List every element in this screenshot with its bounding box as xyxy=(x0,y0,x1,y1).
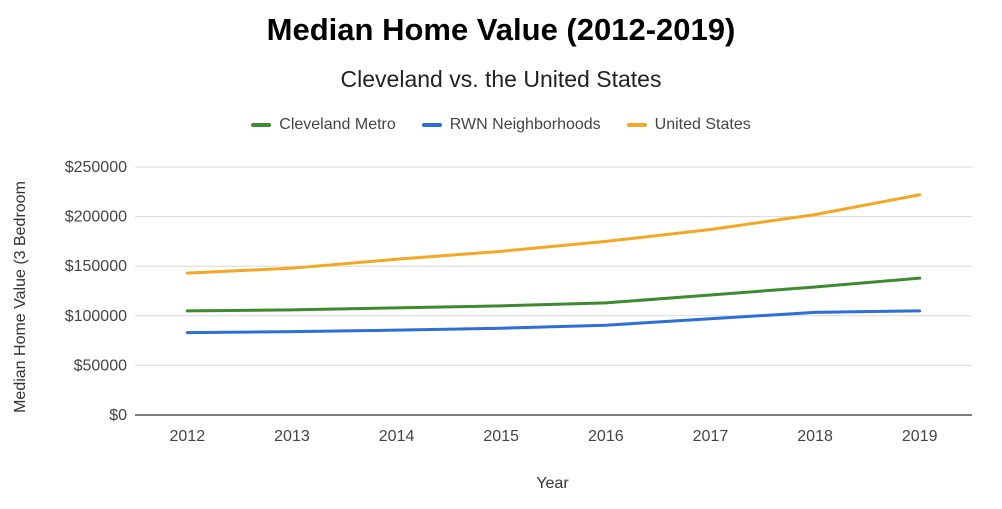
y-tick-label: $100000 xyxy=(65,308,127,325)
legend-swatch-cleveland-metro xyxy=(251,123,272,127)
legend-label-rwn-neighborhoods: RWN Neighborhoods xyxy=(449,116,601,133)
x-tick-label: 2014 xyxy=(379,428,415,445)
y-tick-label: $200000 xyxy=(65,209,127,226)
y-tick-label: $50000 xyxy=(74,357,127,374)
series-line-rwn-neighborhoods xyxy=(185,309,922,335)
legend-item-cleveland-metro[interactable]: Cleveland Metro xyxy=(251,116,396,134)
x-tick-label: 2015 xyxy=(483,428,519,445)
x-tick-label: 2019 xyxy=(902,428,938,445)
x-tick-label: 2013 xyxy=(274,428,310,445)
legend-item-rwn-neighborhoods[interactable]: RWN Neighborhoods xyxy=(421,116,601,134)
chart-title: Median Home Value (2012-2019) xyxy=(266,12,736,47)
y-axis-title: Median Home Value (3 Bedroom xyxy=(12,181,29,413)
legend-swatch-rwn-neighborhoods xyxy=(421,123,442,127)
series-line-united-states xyxy=(185,193,922,275)
x-tick-label: 2016 xyxy=(588,428,624,445)
legend-label-united-states: United States xyxy=(654,116,751,133)
y-tick-label: $0 xyxy=(109,407,127,424)
y-tick-label: $250000 xyxy=(65,159,127,176)
x-tick-label: 2018 xyxy=(797,428,833,445)
legend-item-united-states[interactable]: United States xyxy=(626,116,751,134)
legend-label-cleveland-metro: Cleveland Metro xyxy=(279,116,396,133)
legend-swatch-united-states xyxy=(626,123,647,127)
x-tick-label: 2017 xyxy=(693,428,729,445)
x-axis-title: Year xyxy=(536,475,569,492)
series-line-cleveland-metro xyxy=(185,276,922,313)
chart-legend: Cleveland Metro RWN Neighborhoods United… xyxy=(0,116,1002,134)
chart-subtitle: Cleveland vs. the United States xyxy=(340,66,662,92)
x-tick-label: 2012 xyxy=(170,428,206,445)
y-tick-label: $150000 xyxy=(65,258,127,275)
